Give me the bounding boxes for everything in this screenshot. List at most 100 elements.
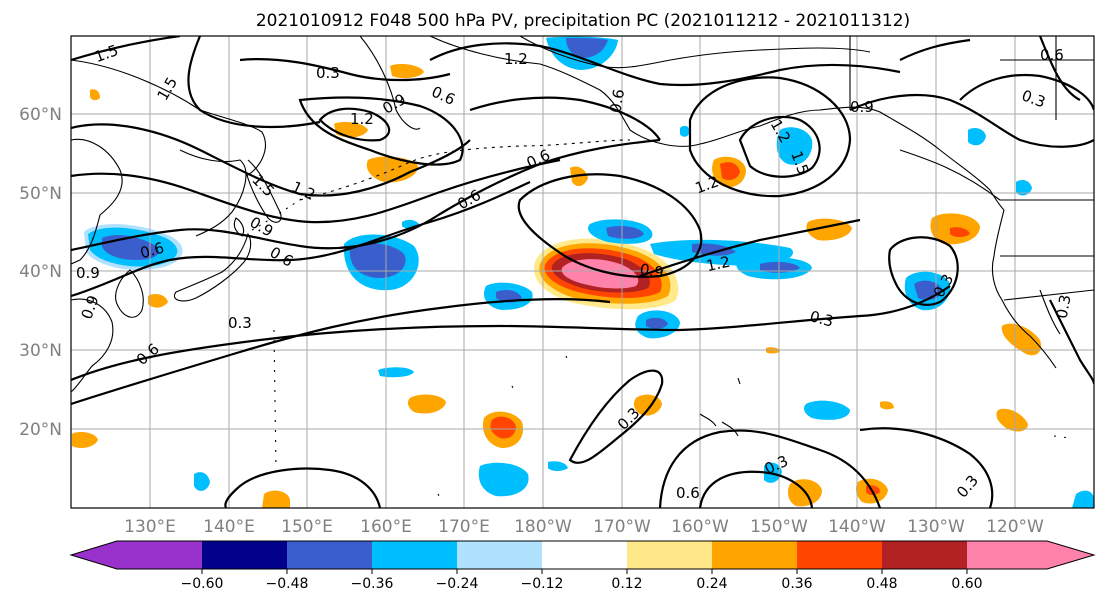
precip-region <box>490 416 516 439</box>
colorbar-segment <box>117 541 202 569</box>
lat-label-20: 20°N <box>19 420 62 440</box>
contour-label: 0.3 <box>316 64 340 82</box>
lat-label-30: 30°N <box>19 341 62 361</box>
contour-label: 0.6 <box>676 484 700 502</box>
coastline-kamchatka <box>245 159 282 223</box>
lon-label-150e: 150°E <box>281 517 333 537</box>
colorbar-segment <box>287 541 372 569</box>
pv-contour-line <box>1049 299 1094 385</box>
precip-region <box>548 461 568 471</box>
contour-label: 0.6 <box>1040 46 1064 64</box>
lon-label-170e: 170°E <box>438 517 490 537</box>
pv-contour-line <box>959 73 1094 111</box>
coastline-aleutians <box>299 139 631 201</box>
coastline-asia <box>71 59 266 177</box>
colorbar-tick-label: −0.12 <box>521 576 564 592</box>
colorbar: −0.60 −0.48 −0.36 −0.24 −0.12 0.12 0.24 … <box>69 540 1096 592</box>
pv-contour-line <box>469 96 661 141</box>
pv-contours <box>71 36 1094 508</box>
colorbar-extend-low <box>71 541 117 569</box>
colorbar-segment <box>542 541 627 569</box>
colorbar-segment <box>882 541 967 569</box>
map-panel: 1.5 1.5 0.3 1.2 0.9 0.6 0.6 0.6 1.2 0.6 … <box>70 35 1095 509</box>
precip-region <box>950 227 970 237</box>
colorbar-segment <box>627 541 712 569</box>
precip-region <box>90 89 100 101</box>
pv-contour-line <box>738 115 821 178</box>
colorbar-tick-label: 0.48 <box>866 576 897 592</box>
precip-region <box>378 367 414 378</box>
coastline-pacific-islands <box>273 329 1071 499</box>
longitude-labels: 130°E 140°E 150°E 160°E 170°E 180°W 170°… <box>124 517 1044 537</box>
pv-contour-line <box>71 285 951 382</box>
lat-label-40: 40°N <box>19 262 62 282</box>
precip-region <box>646 317 668 329</box>
pv-contour-line <box>688 76 852 198</box>
colorbar-tick-label: 0.36 <box>781 576 812 592</box>
lon-label-140e: 140°E <box>203 517 255 537</box>
pv-contour-line <box>639 218 861 278</box>
contour-label: 0.9 <box>76 264 100 282</box>
colorbar-tick-label: 0.60 <box>951 576 982 592</box>
coastline-china <box>71 298 114 393</box>
precip-region <box>760 261 800 273</box>
precip-region <box>692 243 736 256</box>
coastline-kurils <box>251 195 307 231</box>
precip-region <box>148 294 168 308</box>
colorbar-ticks <box>201 569 968 574</box>
contour-label: 0.6 <box>138 239 166 263</box>
pv-contour-line <box>71 36 181 62</box>
lon-label-140w: 140°W <box>828 517 886 537</box>
pv-contour-line <box>517 173 703 278</box>
precip-region <box>390 64 424 79</box>
pv-contour-line <box>658 429 882 508</box>
precip-region <box>1072 490 1094 508</box>
colorbar-tick-label: −0.60 <box>181 576 224 592</box>
colorbar-segment <box>967 541 1047 569</box>
pv-contour-line <box>239 58 451 82</box>
pv-contour-line <box>71 138 661 252</box>
lat-label-60: 60°N <box>19 105 62 125</box>
latitude-labels: 60°N 50°N 40°N 30°N 20°N <box>19 105 62 440</box>
pv-contour-line <box>859 427 994 508</box>
coastline-north-america <box>991 209 1057 369</box>
precip-region <box>407 394 446 414</box>
contour-label: 0.3 <box>228 314 252 332</box>
precip-region <box>720 162 740 180</box>
precip-region <box>194 472 210 491</box>
pv-contour-line <box>318 107 391 142</box>
lon-label-120w: 120°W <box>986 517 1044 537</box>
coastline-alaska <box>519 36 871 69</box>
border-line <box>849 36 1094 301</box>
coastline-japan <box>233 217 245 237</box>
pv-contour-line <box>71 298 611 406</box>
lat-label-50: 50°N <box>19 184 62 204</box>
lon-label-150w: 150°W <box>750 517 808 537</box>
precip-region <box>478 462 529 497</box>
precip-region <box>566 38 608 58</box>
precip-region <box>262 490 290 508</box>
precip-region <box>606 226 644 239</box>
contour-label: 0.9 <box>850 98 874 116</box>
lon-label-130w: 130°W <box>907 517 965 537</box>
pv-contour-line <box>888 236 959 306</box>
contour-label: 1.2 <box>350 110 374 128</box>
precip-region <box>1016 180 1032 196</box>
colorbar-tick-label: 0.12 <box>611 576 642 592</box>
colorbar-tick-label: −0.48 <box>266 576 309 592</box>
contour-label: 0.3 <box>1053 293 1075 320</box>
colorbar-tick-label: −0.36 <box>351 576 394 592</box>
colorbar-segment <box>457 541 542 569</box>
lon-label-160e: 160°E <box>360 517 412 537</box>
map-title: 2021010912 F048 500 hPa PV, precipitatio… <box>256 11 910 31</box>
precip-region <box>804 400 850 420</box>
contour-label: 0.9 <box>638 260 665 282</box>
lon-label-180w: 180°W <box>514 517 572 537</box>
pv-contour-line <box>298 96 464 166</box>
lon-label-170w: 170°W <box>593 517 651 537</box>
pv-contour-line <box>71 158 561 224</box>
colorbar-outline <box>69 540 1096 570</box>
pv-contour-line <box>71 181 531 298</box>
contour-label: 1.2 <box>504 50 528 68</box>
